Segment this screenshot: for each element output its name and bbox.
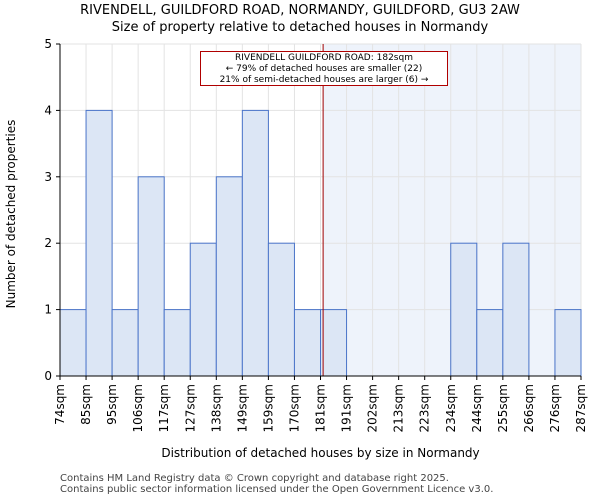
x-tick-label: 234sqm xyxy=(444,384,458,432)
histogram-bar xyxy=(320,309,348,377)
x-tick-label: 202sqm xyxy=(366,384,380,432)
x-tick-label: 181sqm xyxy=(314,384,328,432)
x-tick-label: 106sqm xyxy=(131,384,145,432)
footer-line-2: Contains public sector information licen… xyxy=(60,484,494,495)
x-tick-label: 159sqm xyxy=(261,384,275,432)
footer-line-1: Contains HM Land Registry data © Crown c… xyxy=(60,473,449,484)
x-tick-label: 223sqm xyxy=(418,384,432,432)
annotation-line-property: RIVENDELL GUILDFORD ROAD: 182sqm xyxy=(235,53,413,63)
x-tick-label: 287sqm xyxy=(574,384,588,432)
x-tick-label: 149sqm xyxy=(235,384,249,432)
histogram-bar xyxy=(85,109,113,377)
x-tick-label: 255sqm xyxy=(496,384,510,432)
histogram-bar xyxy=(450,242,478,377)
annotation-line-larger: 21% of semi-detached houses are larger (… xyxy=(219,75,429,85)
x-tick-label: 74sqm xyxy=(53,384,67,425)
x-tick-label: 276sqm xyxy=(548,384,562,432)
annotation-line-smaller: ← 79% of detached houses are smaller (22… xyxy=(225,64,423,74)
histogram-bar xyxy=(215,176,243,377)
y-tick-label: 1 xyxy=(44,303,52,317)
histogram-bar xyxy=(554,309,582,377)
x-tick-label: 170sqm xyxy=(287,384,301,432)
y-tick-label: 4 xyxy=(44,103,52,117)
histogram-bar xyxy=(163,309,191,377)
x-tick-label: 266sqm xyxy=(522,384,536,432)
x-tick-label: 138sqm xyxy=(209,384,223,432)
y-tick-label: 3 xyxy=(44,170,52,184)
histogram-bar xyxy=(59,309,87,377)
histogram-bar xyxy=(476,309,504,377)
x-tick-label: 213sqm xyxy=(392,384,406,432)
x-tick-label: 117sqm xyxy=(157,384,171,432)
x-tick-label: 244sqm xyxy=(470,384,484,432)
chart-title: RIVENDELL, GUILDFORD ROAD, NORMANDY, GUI… xyxy=(80,3,520,18)
histogram-bar xyxy=(111,309,139,377)
x-tick-label: 95sqm xyxy=(105,384,119,425)
histogram-bar xyxy=(189,242,217,377)
histogram-bar xyxy=(267,242,295,377)
y-tick-label: 5 xyxy=(44,37,52,51)
x-tick-label: 127sqm xyxy=(183,384,197,432)
histogram-bar xyxy=(293,309,322,377)
x-tick-label: 85sqm xyxy=(79,384,93,425)
histogram-bar xyxy=(502,242,530,377)
chart-subtitle: Size of property relative to detached ho… xyxy=(111,20,489,35)
x-axis-label: Distribution of detached houses by size … xyxy=(161,446,480,460)
y-axis-label-text: Number of detached properties xyxy=(4,119,18,309)
histogram-bar xyxy=(137,176,165,377)
y-tick-label: 0 xyxy=(44,369,52,383)
property-annotation-box: RIVENDELL GUILDFORD ROAD: 182sqm ← 79% o… xyxy=(200,51,448,86)
y-tick-label: 2 xyxy=(44,236,52,250)
x-tick-label: 191sqm xyxy=(340,384,354,432)
histogram-bar xyxy=(241,109,269,377)
